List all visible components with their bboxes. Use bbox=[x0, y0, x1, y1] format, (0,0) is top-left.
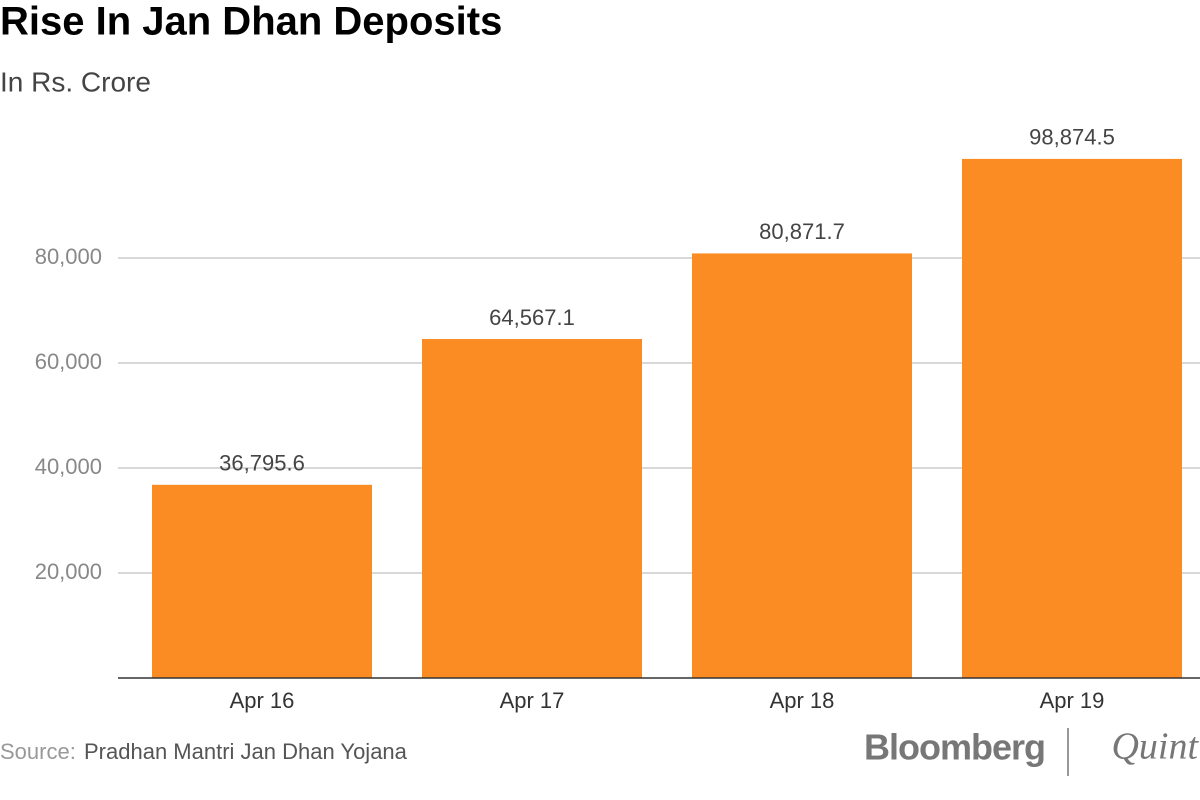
chart-title: Rise In Jan Dhan Deposits bbox=[0, 0, 502, 44]
y-tick-label: 40,000 bbox=[35, 454, 102, 479]
y-tick-label: 60,000 bbox=[35, 349, 102, 374]
source: Pradhan Mantri Jan Dhan Yojana bbox=[84, 739, 408, 764]
value-label: 64,567.1 bbox=[489, 305, 575, 330]
value-label: 80,871.7 bbox=[759, 219, 845, 244]
bar bbox=[152, 484, 372, 678]
brand: Bloomberg bbox=[864, 727, 1045, 768]
x-tick-label: Apr 18 bbox=[770, 688, 835, 713]
value-label: 36,795.6 bbox=[219, 451, 305, 476]
x-tick-label: Apr 17 bbox=[500, 688, 565, 713]
y-tick-label: 20,000 bbox=[35, 559, 102, 584]
bar bbox=[422, 339, 642, 678]
chart-subtitle: In Rs. Crore bbox=[0, 66, 151, 97]
y-tick-label: 80,000 bbox=[35, 244, 102, 269]
bar bbox=[692, 253, 912, 678]
x-tick-label: Apr 19 bbox=[1040, 688, 1105, 713]
x-tick-label: Apr 16 bbox=[230, 688, 295, 713]
bar bbox=[962, 158, 1182, 678]
value-label: 98,874.5 bbox=[1029, 125, 1115, 150]
brand-partner: Quint bbox=[1111, 726, 1199, 768]
source-label: Source: bbox=[0, 739, 76, 764]
